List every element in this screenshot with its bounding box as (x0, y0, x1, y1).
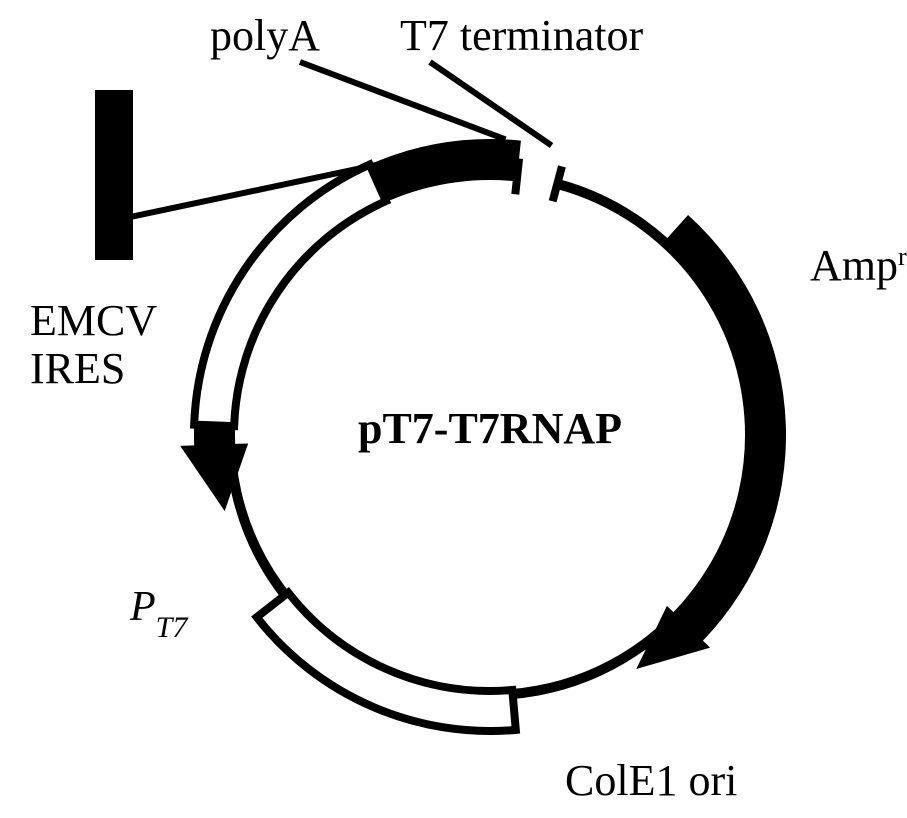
leader-polyA (300, 62, 505, 139)
emcv-ires-block (95, 90, 133, 260)
label-polyA: polyA (210, 11, 320, 60)
label-amp: Ampr (810, 241, 907, 290)
label-pt7: PT7 (129, 584, 189, 644)
feature-ires (370, 139, 490, 201)
plasmid-name: pT7-T7RNAP (358, 404, 622, 453)
label-t7term: T7 terminator (400, 11, 643, 60)
feature-polyA-block (490, 139, 521, 180)
feature-upstream (194, 165, 386, 426)
label-ires: IRES (30, 344, 125, 393)
feature-amp (636, 215, 786, 669)
feature-cole1 (257, 593, 516, 731)
terminator-notch (553, 166, 562, 201)
label-emcv: EMCV (30, 296, 157, 345)
label-cole1: ColE1 ori (565, 756, 737, 805)
